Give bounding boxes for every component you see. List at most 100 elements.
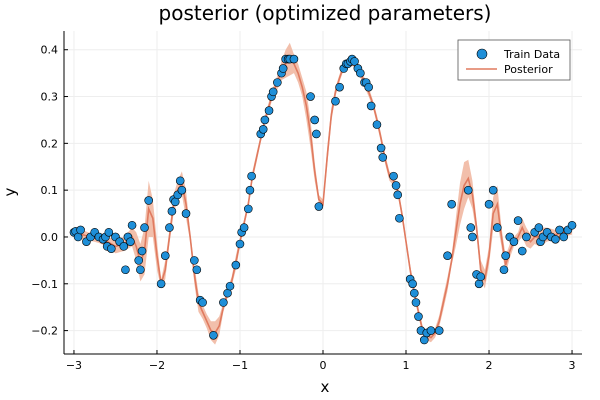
train-data-point — [219, 298, 228, 307]
train-data-point — [555, 225, 564, 235]
train-data-point — [474, 279, 484, 289]
train-data-point — [127, 220, 137, 230]
legend-train-data-label: Train Data — [503, 48, 560, 61]
train-data-point — [314, 202, 324, 211]
train-data-point — [513, 216, 523, 225]
train-data-point — [126, 237, 135, 246]
train-data-point — [463, 185, 473, 195]
train-data-point — [136, 265, 145, 275]
train-data-point — [331, 96, 340, 106]
y-tick-label: 0.3 — [41, 91, 59, 104]
train-data-point — [306, 92, 315, 101]
train-data-point — [501, 251, 510, 260]
train-data-point — [376, 143, 386, 153]
train-data-point — [493, 223, 502, 232]
x-tick-label: 1 — [403, 359, 410, 372]
x-tick-label: 2 — [486, 359, 493, 372]
x-tick-label: −2 — [149, 359, 165, 372]
train-data-point — [310, 115, 319, 125]
train-data-point — [364, 82, 373, 92]
train-data-point — [177, 185, 187, 195]
train-data-point — [350, 57, 359, 66]
train-data-point — [509, 237, 519, 246]
y-tick-label: −0.2 — [31, 325, 58, 338]
train-data-point — [395, 213, 404, 223]
train-data-point — [175, 176, 185, 186]
y-axis-label: y — [1, 187, 19, 196]
train-data-points — [69, 54, 577, 345]
y-tick-label: 0.1 — [41, 184, 59, 197]
train-data-point — [408, 279, 417, 289]
train-data-point — [247, 171, 256, 181]
train-data-point — [476, 272, 486, 282]
train-data-point — [192, 265, 202, 275]
train-data-point — [312, 129, 321, 139]
train-data-point — [231, 260, 241, 270]
axes — [63, 31, 582, 355]
train-data-point — [551, 235, 560, 244]
train-data-point — [160, 251, 170, 260]
legend: Train Data Posterior — [457, 39, 571, 81]
train-data-point — [107, 244, 116, 253]
train-data-point — [167, 206, 177, 216]
x-tick-label: −1 — [232, 359, 248, 372]
legend-train-data-marker — [476, 48, 488, 60]
train-data-point — [76, 225, 85, 235]
train-data-point — [559, 232, 569, 242]
train-data-point — [410, 288, 419, 298]
y-tick-label: 0.2 — [41, 137, 59, 150]
train-data-point — [181, 209, 191, 218]
train-data-point — [119, 242, 129, 251]
train-data-point — [264, 106, 274, 115]
train-data-point — [165, 223, 174, 232]
train-data-point — [209, 330, 218, 340]
train-data-point — [391, 181, 401, 190]
x-tick-label: 0 — [320, 359, 327, 372]
train-data-point — [366, 101, 376, 111]
train-data-point — [411, 298, 421, 307]
train-data-point — [414, 312, 423, 321]
train-data-point — [235, 239, 245, 249]
train-data-point — [144, 196, 153, 205]
train-data-point — [484, 199, 494, 209]
train-data-point — [356, 68, 365, 78]
train-data-point — [289, 54, 299, 64]
train-data-point — [140, 223, 149, 232]
train-data-point — [534, 223, 544, 232]
train-data-point — [393, 190, 403, 200]
train-data-point — [443, 251, 452, 260]
train-data-point — [243, 204, 253, 214]
train-data-point — [225, 281, 235, 291]
train-data-point — [426, 326, 436, 335]
train-data-point — [121, 265, 130, 275]
train-data-point — [239, 223, 249, 232]
train-data-point — [335, 82, 344, 92]
x-tick-label: 3 — [569, 359, 576, 372]
train-data-point — [278, 64, 288, 73]
y-tick-label: −0.1 — [31, 278, 58, 291]
train-data-point — [104, 227, 114, 237]
train-data-point — [372, 120, 382, 129]
x-tick-label: −3 — [66, 359, 82, 372]
train-data-point — [156, 279, 166, 289]
train-data-point — [260, 115, 270, 125]
train-data-point — [522, 232, 531, 242]
train-data-point — [466, 223, 476, 232]
y-tick-label: 0.0 — [41, 231, 59, 244]
train-data-point — [434, 326, 444, 335]
legend-box — [457, 39, 571, 81]
train-data-point — [245, 185, 255, 195]
train-data-point — [134, 256, 144, 265]
train-data-point — [567, 220, 577, 230]
train-data-point — [389, 171, 398, 181]
train-data-point — [137, 246, 147, 256]
tick-labels: −3 −2 −1 0 1 2 3 −0.2 −0.1 0.0 0.1 0.2 0.3 0.4 — [31, 44, 575, 372]
train-data-point — [190, 256, 199, 265]
train-data-point — [488, 185, 498, 195]
x-axis-label: x — [321, 378, 330, 396]
chart-title: posterior (optimized parameters) — [159, 1, 492, 25]
train-data-point — [258, 125, 268, 134]
train-data-point — [447, 199, 456, 209]
train-data-point — [468, 232, 477, 242]
